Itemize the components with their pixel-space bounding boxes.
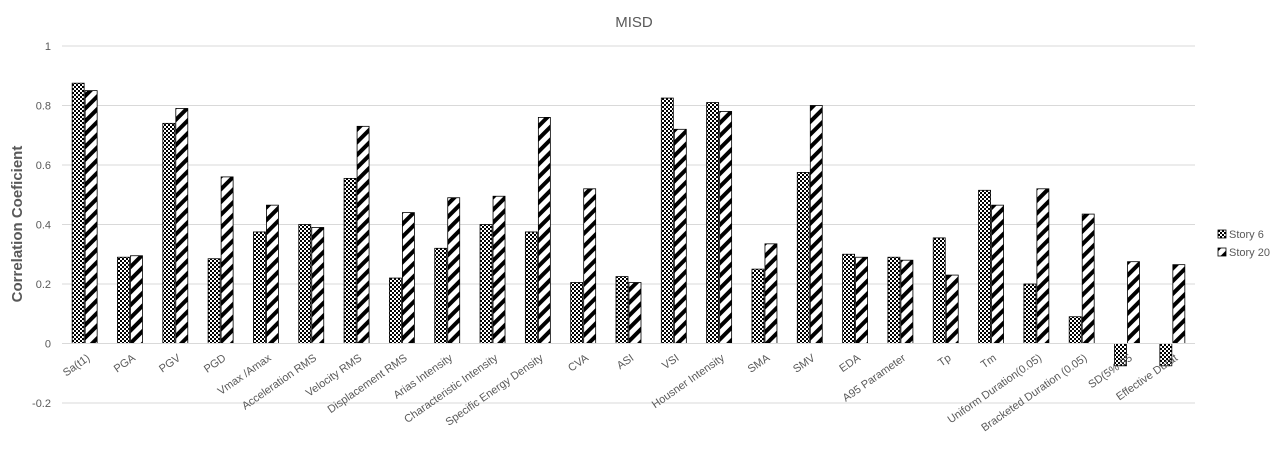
bar-story-6: [388, 277, 402, 344]
bar-story-20: [175, 108, 189, 344]
x-category-label: Sa(t1): [61, 352, 92, 379]
bar-story-20: [673, 128, 687, 344]
y-tick-label: 0.6: [36, 160, 51, 172]
bar-story-6: [751, 268, 765, 344]
bar-story-6: [1023, 283, 1037, 344]
bar-story-6: [706, 102, 720, 344]
y-axis-ticks: -0.2 0 0.2 0.4 0.6 0.8 1: [32, 41, 51, 410]
bar-story-20: [537, 117, 551, 344]
bar-story-20: [492, 195, 506, 344]
y-tick-label: 0.8: [36, 101, 51, 113]
bar-story-6: [615, 276, 629, 344]
x-category-label: SMV: [791, 352, 818, 376]
y-tick-label: 0: [45, 339, 51, 351]
legend-swatch: [1217, 247, 1227, 257]
bar-story-20: [1127, 261, 1140, 344]
bar-story-6: [434, 247, 448, 344]
bar-story-6: [253, 231, 266, 344]
x-category-label: PGD: [202, 352, 228, 376]
bar-story-20: [266, 204, 279, 344]
bar-story-20: [719, 111, 733, 344]
x-category-label: Tm: [979, 352, 999, 371]
bar-story-6: [343, 177, 357, 344]
legend-label: Story 6: [1229, 229, 1264, 241]
bar-story-20: [1172, 264, 1186, 344]
bars: [71, 82, 1186, 367]
legend-label: Story 20: [1229, 247, 1270, 259]
y-tick-label: 1: [45, 41, 51, 53]
x-category-label: CVA: [566, 352, 591, 375]
x-category-label: Displacement RMS: [326, 352, 410, 416]
bar-story-20: [1081, 213, 1095, 344]
bar-story-20: [764, 243, 778, 344]
y-tick-label: 0.4: [36, 220, 51, 232]
bar-story-20: [401, 212, 415, 344]
bar-story-6: [207, 258, 221, 344]
bar-story-6: [660, 97, 674, 344]
legend-swatch: [1217, 229, 1227, 239]
bar-story-6: [932, 237, 946, 344]
bar-story-20: [628, 282, 642, 344]
bar-story-6: [479, 224, 493, 344]
bar-story-20: [447, 197, 461, 344]
bar-story-6: [842, 253, 855, 344]
x-category-label: SMA: [746, 352, 773, 376]
bar-story-6: [298, 224, 312, 344]
bar-story-20: [84, 90, 98, 344]
bar-story-20: [991, 204, 1004, 344]
bar-story-6: [796, 172, 810, 344]
bar-story-20: [900, 259, 914, 344]
x-category-label: ASI: [615, 352, 636, 372]
bar-story-6: [887, 256, 901, 344]
bar-story-20: [220, 176, 234, 344]
y-tick-label: -0.2: [32, 398, 51, 410]
x-category-label: PGV: [157, 352, 183, 376]
bar-story-20: [311, 227, 325, 344]
x-category-label: VSI: [660, 352, 681, 372]
bar-story-6: [524, 231, 538, 344]
bar-story-20: [855, 256, 868, 344]
bar-story-20: [583, 188, 597, 344]
x-category-label: EDA: [837, 352, 863, 375]
bar-story-20: [130, 255, 143, 344]
bar-story-6: [570, 282, 584, 344]
bar-story-20: [356, 125, 370, 344]
legend: Story 6 Story 20: [1217, 229, 1270, 259]
bar-story-6: [978, 189, 991, 344]
y-tick-label: 0.2: [36, 279, 51, 291]
bar-story-6: [162, 122, 176, 344]
bar-story-6: [1068, 316, 1082, 344]
bar-story-20: [1036, 188, 1050, 344]
bar-story-6: [117, 256, 130, 344]
bar-story-20: [809, 105, 823, 344]
x-category-label: Tp: [936, 352, 953, 369]
x-category-label: PGA: [112, 352, 138, 376]
y-axis-label: Correlation Coeficient: [9, 146, 26, 303]
bar-story-20: [945, 274, 959, 344]
bar-story-6: [71, 82, 85, 344]
chart-title: MISD: [615, 14, 653, 31]
